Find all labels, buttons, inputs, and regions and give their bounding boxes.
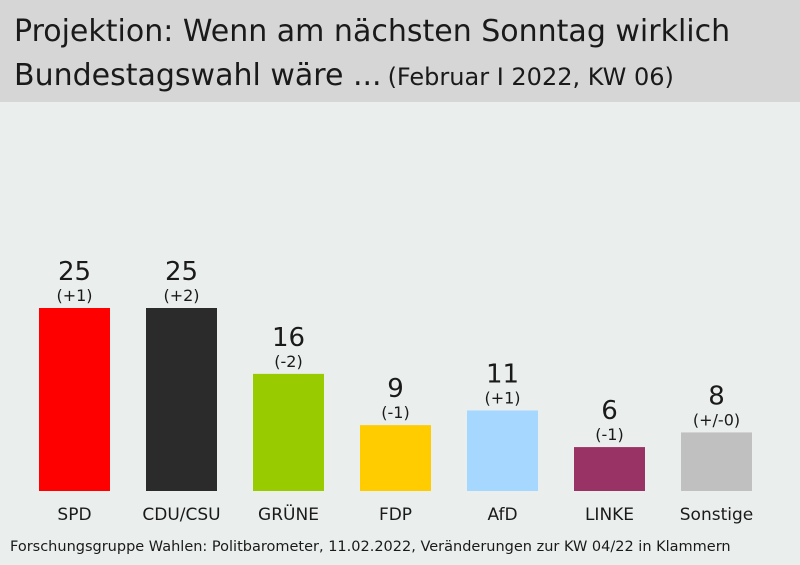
bar-spd bbox=[39, 308, 110, 491]
bar-cdu-csu bbox=[146, 308, 217, 491]
category-label-linke: LINKE bbox=[585, 505, 634, 525]
change-label-sonstige: (+/-0) bbox=[693, 410, 740, 429]
change-label-afd: (+1) bbox=[484, 388, 520, 407]
category-label-gr-ne: GRÜNE bbox=[258, 503, 319, 525]
bar-fdp bbox=[360, 425, 431, 491]
bar-afd bbox=[467, 410, 538, 491]
value-label-linke: 6 bbox=[601, 396, 618, 426]
change-label-gr-ne: (-2) bbox=[274, 352, 302, 371]
bar-sonstige bbox=[681, 432, 752, 491]
chart-title-line-2: Bundestagswahl wäre ... (Februar I 2022, … bbox=[14, 58, 674, 93]
source-note: Forschungsgruppe Wahlen: Politbarometer,… bbox=[10, 539, 731, 555]
category-label-sonstige: Sonstige bbox=[680, 505, 753, 525]
category-label-spd: SPD bbox=[57, 505, 91, 525]
value-label-afd: 11 bbox=[486, 359, 519, 389]
category-label-cdu-csu: CDU/CSU bbox=[142, 505, 220, 525]
change-label-cdu-csu: (+2) bbox=[163, 286, 199, 305]
category-label-afd: AfD bbox=[487, 505, 517, 525]
value-label-fdp: 9 bbox=[387, 374, 404, 404]
value-label-cdu-csu: 25 bbox=[165, 257, 198, 287]
change-label-fdp: (-1) bbox=[381, 403, 409, 422]
bar-linke bbox=[574, 447, 645, 491]
chart-subtitle: (Februar I 2022, KW 06) bbox=[387, 63, 674, 91]
value-label-gr-ne: 16 bbox=[272, 323, 305, 353]
value-label-sonstige: 8 bbox=[708, 381, 725, 411]
chart-title-continued: Bundestagswahl wäre ... bbox=[14, 58, 382, 93]
chart-title: Projektion: Wenn am nächsten Sonntag wir… bbox=[14, 14, 731, 49]
change-label-spd: (+1) bbox=[56, 286, 92, 305]
bar-gr-ne bbox=[253, 373, 324, 491]
category-label-fdp: FDP bbox=[379, 505, 412, 525]
value-label-spd: 25 bbox=[58, 257, 91, 287]
title-header: Projektion: Wenn am nächsten Sonntag wir… bbox=[0, 0, 800, 102]
change-label-linke: (-1) bbox=[595, 425, 623, 444]
